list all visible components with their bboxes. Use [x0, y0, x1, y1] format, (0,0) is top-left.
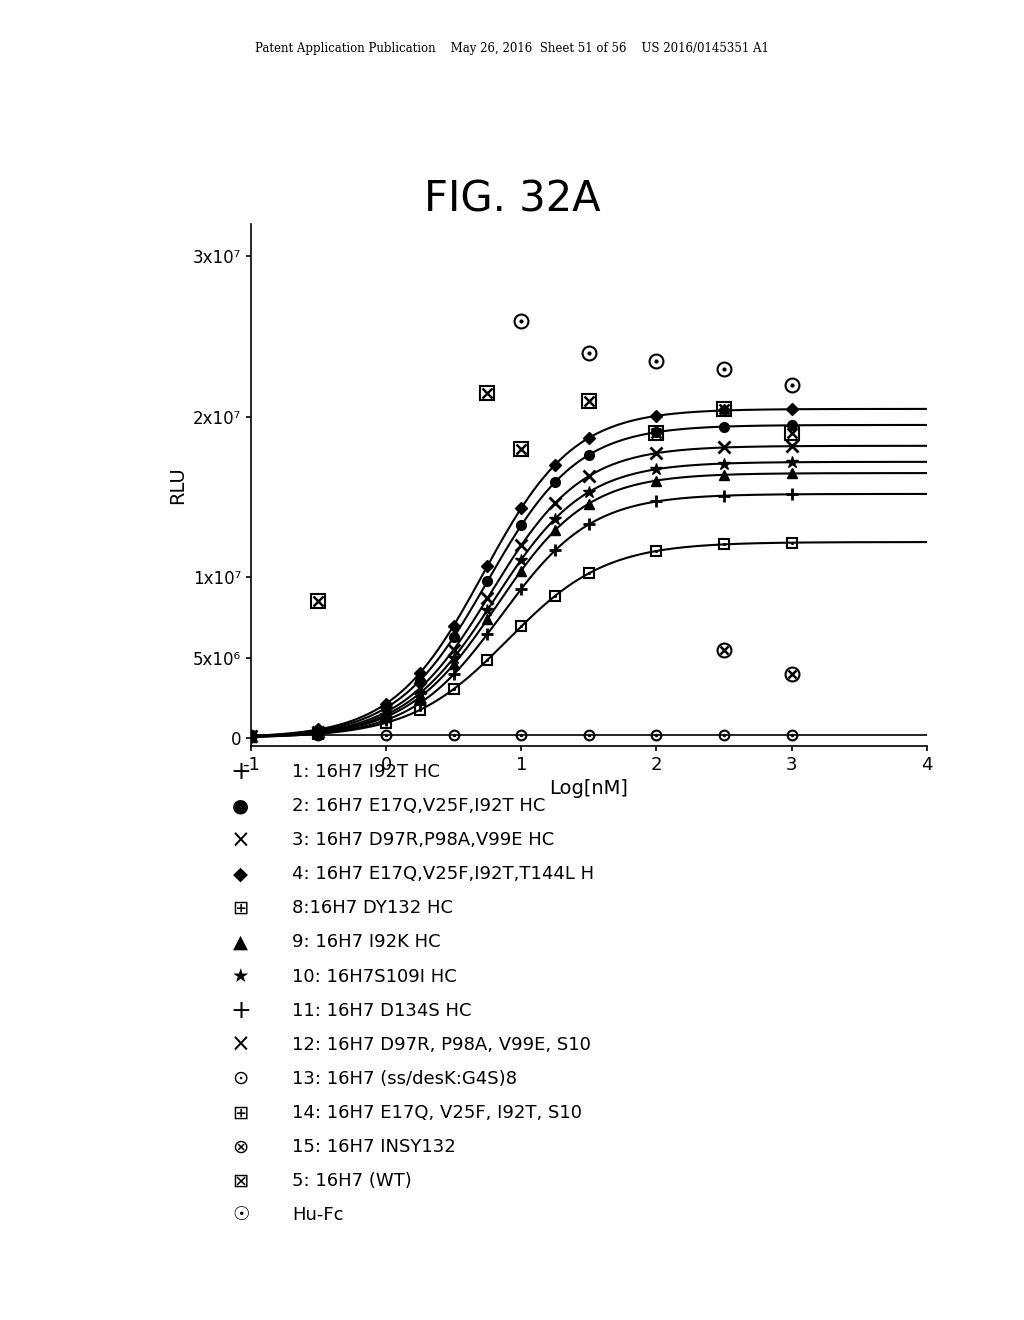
- Text: 14: 16H7 E17Q, V25F, I92T, S10: 14: 16H7 E17Q, V25F, I92T, S10: [292, 1104, 582, 1122]
- X-axis label: Log[nM]: Log[nM]: [549, 779, 629, 799]
- Text: ◆: ◆: [233, 865, 248, 884]
- Text: ●: ●: [232, 797, 249, 816]
- Text: 10: 16H7S109I HC: 10: 16H7S109I HC: [292, 968, 457, 986]
- Text: 12: 16H7 D97R, P98A, V99E, S10: 12: 16H7 D97R, P98A, V99E, S10: [292, 1036, 591, 1053]
- Text: ⊞: ⊞: [232, 899, 249, 917]
- Text: 15: 16H7 INSY132: 15: 16H7 INSY132: [292, 1138, 456, 1156]
- Text: Patent Application Publication    May 26, 2016  Sheet 51 of 56    US 2016/014535: Patent Application Publication May 26, 2…: [255, 42, 769, 55]
- Text: ▲: ▲: [233, 933, 248, 952]
- Text: ⊞: ⊞: [232, 1104, 249, 1122]
- Text: ⊠: ⊠: [232, 1171, 249, 1191]
- Text: 13: 16H7 (ss/desK:G4S)8: 13: 16H7 (ss/desK:G4S)8: [292, 1069, 517, 1088]
- Text: FIG. 32A: FIG. 32A: [424, 178, 600, 220]
- Text: 4: 16H7 E17Q,V25F,I92T,T144L H: 4: 16H7 E17Q,V25F,I92T,T144L H: [292, 866, 594, 883]
- Text: ☉: ☉: [231, 1205, 250, 1225]
- Text: +: +: [230, 999, 251, 1023]
- Y-axis label: RLU: RLU: [168, 466, 187, 504]
- Text: 9: 16H7 I92K HC: 9: 16H7 I92K HC: [292, 933, 440, 952]
- Text: 5: 16H7 (WT): 5: 16H7 (WT): [292, 1172, 412, 1189]
- Text: 11: 16H7 D134S HC: 11: 16H7 D134S HC: [292, 1002, 471, 1019]
- Text: Hu-Fc: Hu-Fc: [292, 1206, 343, 1224]
- Text: ×: ×: [230, 829, 251, 853]
- Text: ×: ×: [230, 1032, 251, 1056]
- Text: 3: 16H7 D97R,P98A,V99E HC: 3: 16H7 D97R,P98A,V99E HC: [292, 832, 554, 849]
- Text: ★: ★: [231, 968, 250, 986]
- Text: 2: 16H7 E17Q,V25F,I92T HC: 2: 16H7 E17Q,V25F,I92T HC: [292, 797, 545, 816]
- Text: +: +: [230, 760, 251, 784]
- Text: 8:16H7 DY132 HC: 8:16H7 DY132 HC: [292, 899, 453, 917]
- Text: 1: 16H7 I92T HC: 1: 16H7 I92T HC: [292, 763, 439, 781]
- Text: ⊙: ⊙: [232, 1069, 249, 1088]
- Text: ⊗: ⊗: [232, 1138, 249, 1156]
